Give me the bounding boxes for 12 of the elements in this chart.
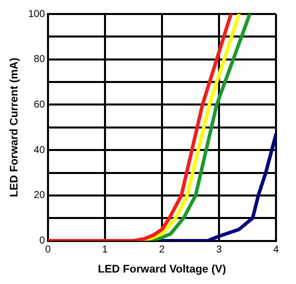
- x-tick-label: 4: [273, 244, 280, 256]
- y-axis-title: LED Forward Current (mA): [8, 57, 21, 198]
- x-axis-title: LED Forward Voltage (V): [98, 263, 226, 276]
- y-tick-label: 100: [28, 8, 46, 20]
- x-tick-label: 1: [102, 244, 108, 256]
- y-tick-label: 40: [34, 144, 46, 156]
- y-tick-label: 60: [34, 99, 46, 110]
- y-tick-label: 80: [34, 54, 46, 66]
- y-tick-label: 0: [39, 236, 46, 247]
- y-tick-label: 20: [34, 190, 46, 202]
- x-tick-label: 2: [159, 244, 166, 256]
- x-tick-label: 3: [216, 244, 222, 256]
